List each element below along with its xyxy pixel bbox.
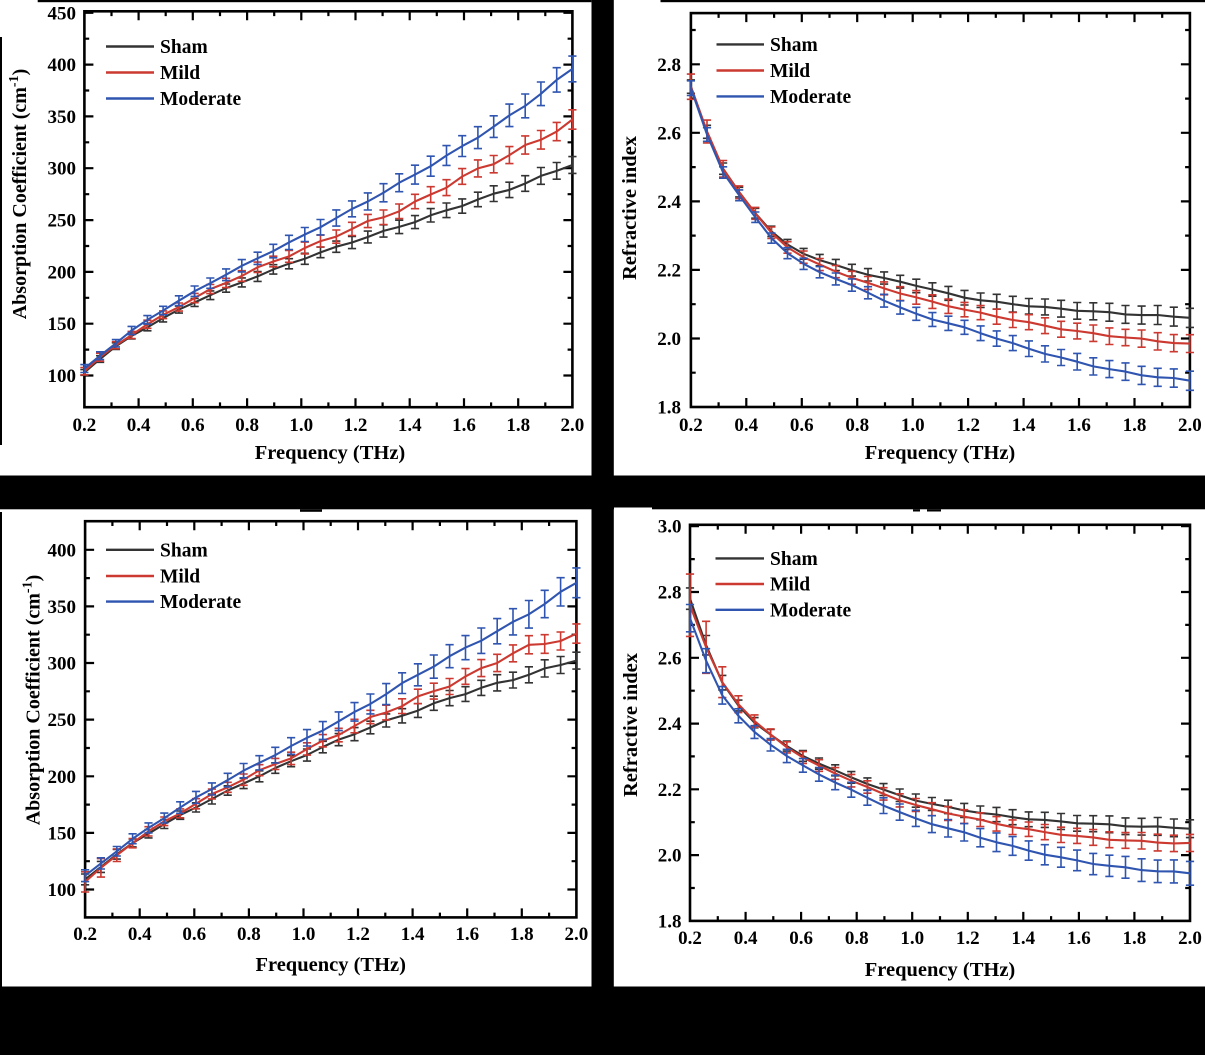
svg-text:Refractive index: Refractive index	[619, 135, 641, 280]
svg-text:1.8: 1.8	[510, 924, 534, 945]
svg-text:Refractive index: Refractive index	[620, 652, 642, 797]
svg-text:1.2: 1.2	[956, 415, 980, 436]
svg-text:1.6: 1.6	[1067, 415, 1091, 436]
svg-text:0.4: 0.4	[128, 924, 152, 945]
svg-text:350: 350	[48, 107, 77, 128]
svg-text:2.0: 2.0	[657, 329, 681, 350]
svg-text:Moderate: Moderate	[160, 592, 242, 613]
svg-text:1.0: 1.0	[292, 924, 316, 945]
svg-text:Mild: Mild	[160, 63, 200, 84]
svg-text:Absorption Coefficient (cm-1): Absorption Coefficient (cm-1)	[7, 69, 31, 320]
svg-text:400: 400	[48, 540, 77, 561]
svg-text:2.0: 2.0	[658, 846, 682, 867]
svg-text:0.8: 0.8	[845, 928, 869, 949]
svg-text:Sham: Sham	[770, 35, 818, 56]
svg-text:Frequency (THz): Frequency (THz)	[865, 442, 1016, 464]
svg-text:300: 300	[48, 159, 77, 180]
svg-text:0.2: 0.2	[73, 924, 97, 945]
svg-text:150: 150	[48, 314, 77, 335]
svg-text:3.0: 3.0	[658, 517, 682, 538]
svg-text:2.4: 2.4	[658, 714, 682, 735]
svg-text:2.6: 2.6	[658, 648, 682, 669]
svg-text:1.4: 1.4	[1012, 415, 1036, 436]
svg-text:350: 350	[48, 597, 77, 618]
svg-text:0.8: 0.8	[237, 924, 261, 945]
svg-text:Sham: Sham	[160, 37, 208, 58]
svg-text:1.8: 1.8	[1123, 928, 1147, 949]
svg-text:250: 250	[48, 211, 77, 232]
svg-text:2.8: 2.8	[657, 55, 681, 76]
svg-text:200: 200	[48, 767, 77, 788]
svg-text:1.6: 1.6	[452, 415, 476, 436]
svg-text:1.0: 1.0	[901, 415, 925, 436]
svg-text:0.2: 0.2	[73, 415, 97, 436]
svg-text:0.6: 0.6	[181, 415, 205, 436]
svg-text:2.2: 2.2	[658, 780, 682, 801]
svg-text:1.4: 1.4	[401, 924, 425, 945]
svg-text:1.2: 1.2	[344, 415, 368, 436]
svg-text:0.2: 0.2	[679, 415, 703, 436]
svg-text:0.8: 0.8	[235, 415, 259, 436]
svg-text:Frequency (THz): Frequency (THz)	[255, 954, 406, 976]
svg-text:1.8: 1.8	[1123, 415, 1147, 436]
svg-text:Sham: Sham	[770, 549, 818, 570]
svg-text:1.6: 1.6	[1067, 928, 1091, 949]
svg-text:0.6: 0.6	[182, 924, 206, 945]
svg-text:0.4: 0.4	[734, 928, 758, 949]
svg-text:250: 250	[48, 710, 77, 731]
svg-text:2.0: 2.0	[561, 415, 585, 436]
svg-text:100: 100	[48, 366, 77, 387]
svg-text:Frequency (THz): Frequency (THz)	[865, 959, 1016, 981]
svg-text:Mild: Mild	[770, 61, 810, 82]
svg-text:2.4: 2.4	[657, 192, 681, 213]
svg-text:Absorption Coefficient (cm-1): Absorption Coefficient (cm-1)	[21, 575, 45, 826]
svg-text:150: 150	[48, 823, 77, 844]
svg-text:Frequency (THz): Frequency (THz)	[255, 442, 406, 464]
svg-text:Sham: Sham	[160, 540, 208, 561]
svg-text:2.8: 2.8	[658, 583, 682, 604]
svg-text:100: 100	[48, 880, 77, 901]
svg-text:0.4: 0.4	[127, 415, 151, 436]
svg-text:0.6: 0.6	[789, 928, 813, 949]
svg-text:400: 400	[48, 55, 77, 76]
svg-text:Mild: Mild	[770, 575, 810, 596]
svg-text:0.8: 0.8	[845, 415, 869, 436]
svg-text:0.6: 0.6	[790, 415, 814, 436]
svg-text:1.8: 1.8	[506, 415, 530, 436]
svg-text:1.2: 1.2	[956, 928, 980, 949]
svg-text:300: 300	[48, 654, 77, 675]
svg-text:2.2: 2.2	[657, 260, 681, 281]
svg-text:1.2: 1.2	[346, 924, 370, 945]
svg-text:1.0: 1.0	[900, 928, 924, 949]
svg-text:0.2: 0.2	[678, 928, 702, 949]
svg-text:1.6: 1.6	[455, 924, 479, 945]
svg-text:Mild: Mild	[160, 567, 200, 588]
svg-text:450: 450	[48, 3, 77, 24]
svg-text:1.0: 1.0	[289, 415, 313, 436]
svg-text:2.6: 2.6	[657, 123, 681, 144]
svg-text:1.8: 1.8	[657, 398, 681, 419]
svg-text:2.0: 2.0	[1178, 928, 1202, 949]
svg-text:1.8: 1.8	[658, 911, 682, 932]
svg-text:200: 200	[48, 262, 77, 283]
svg-text:Moderate: Moderate	[770, 600, 852, 621]
svg-text:Moderate: Moderate	[160, 89, 242, 110]
svg-text:Moderate: Moderate	[770, 87, 852, 108]
svg-text:0.4: 0.4	[734, 415, 758, 436]
svg-text:2.0: 2.0	[565, 924, 589, 945]
svg-text:2.0: 2.0	[1178, 415, 1202, 436]
svg-text:1.4: 1.4	[398, 415, 422, 436]
svg-text:1.4: 1.4	[1011, 928, 1035, 949]
